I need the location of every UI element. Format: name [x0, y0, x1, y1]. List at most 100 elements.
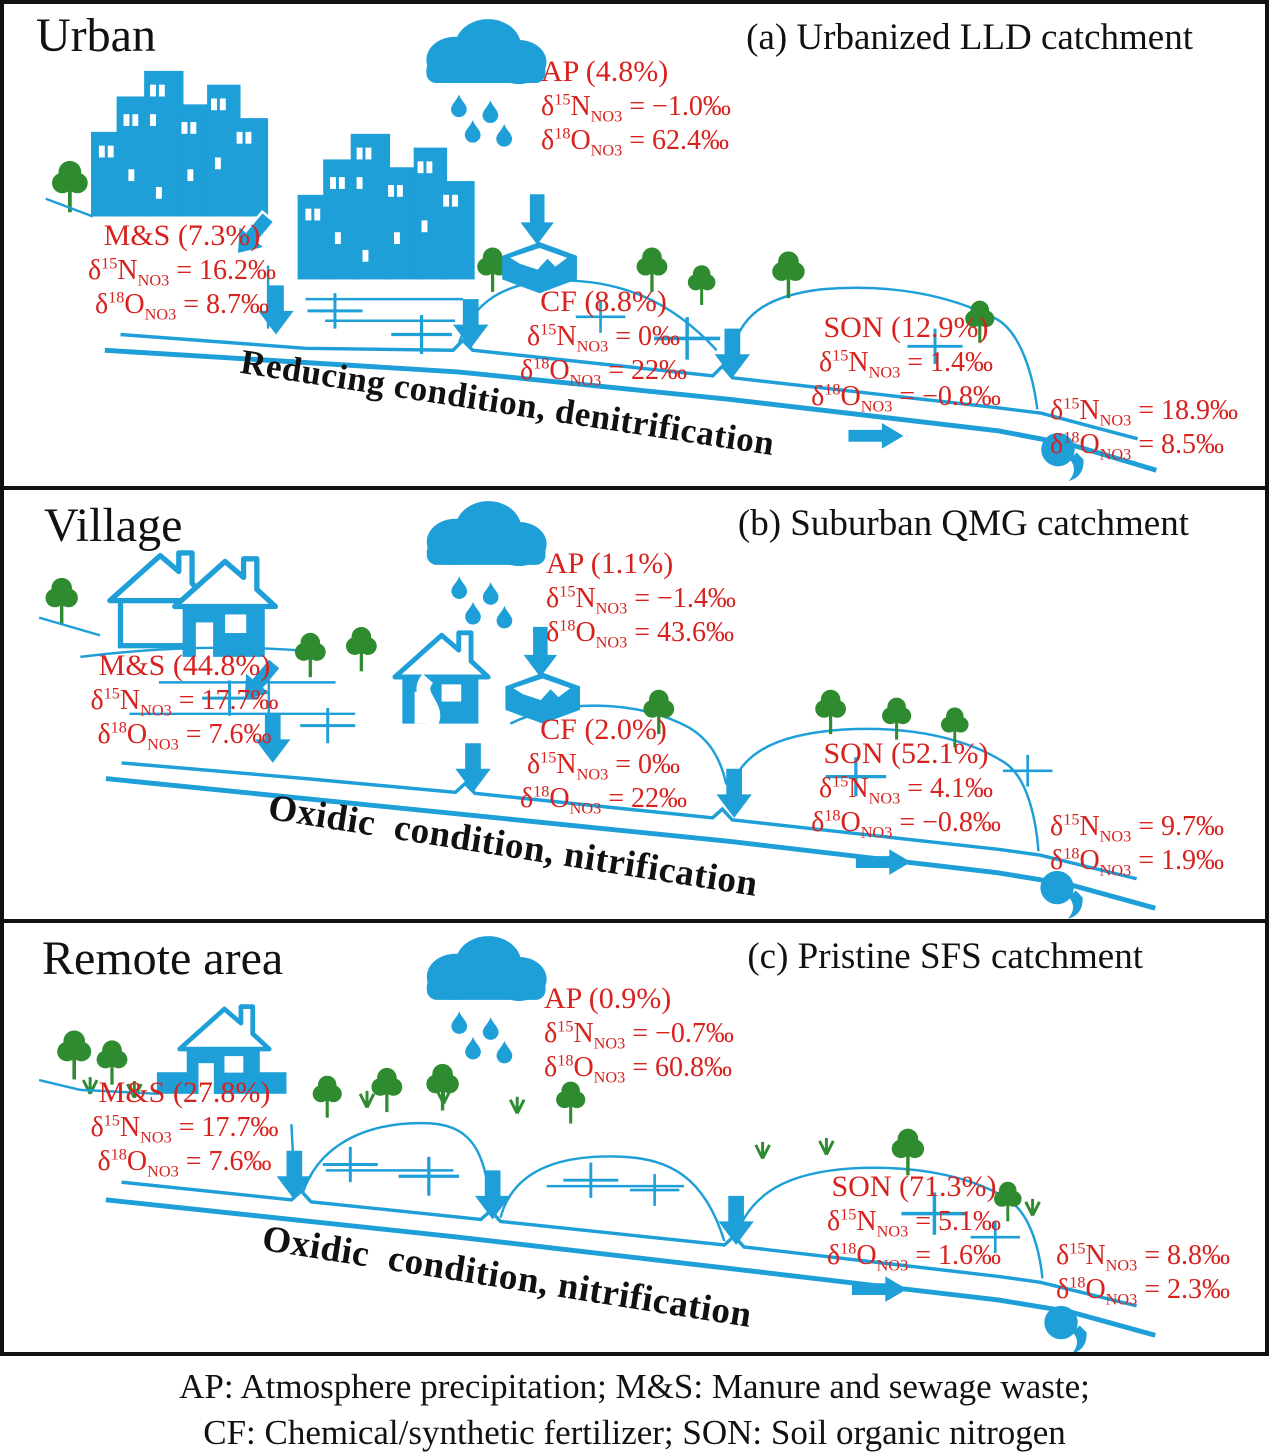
- isotope-value: = −0.8‰: [899, 380, 1001, 412]
- scene-a: [45, 19, 1158, 482]
- isotope-value: = 7.6‰: [185, 718, 272, 750]
- hill-outline: [509, 704, 728, 785]
- no3-subscript: NO3: [868, 363, 901, 382]
- mass-number: 15: [554, 90, 571, 109]
- isotope-value: = 8.7‰: [183, 288, 270, 320]
- d18o-line: δ18ONO3 = 43.6‰: [546, 616, 736, 652]
- outlet-block: δ15NNO3 = 18.9‰ δ18ONO3 = 8.5‰: [1050, 394, 1238, 462]
- element: O: [573, 1051, 594, 1083]
- ms-source-block: M&S (27.8%) δ15NNO3 = 17.7‰ δ18ONO3 = 7.6‰: [32, 1075, 337, 1179]
- mass-number: 15: [1063, 810, 1080, 829]
- terrain-line: [38, 1078, 159, 1096]
- no3-subscript: NO3: [595, 599, 628, 618]
- mass-number: 18: [824, 380, 841, 399]
- element: O: [126, 718, 148, 750]
- element: N: [573, 1018, 594, 1049]
- element: N: [119, 1112, 141, 1143]
- delta-symbol: δ: [818, 347, 833, 378]
- isotope-value: = 1.6‰: [915, 1239, 1002, 1271]
- delta-symbol: δ: [826, 1239, 841, 1271]
- field-cross-icon: [561, 1161, 620, 1200]
- no3-subscript: NO3: [876, 1256, 909, 1275]
- raindrop-icon: [482, 1017, 499, 1040]
- element: O: [1079, 844, 1100, 876]
- isotope-value: = 7.6‰: [185, 1145, 272, 1177]
- mass-number: 18: [1063, 844, 1080, 863]
- element: O: [1085, 1273, 1106, 1305]
- element: N: [117, 255, 138, 286]
- river-bottom-bank: [104, 347, 1158, 473]
- tree-icon: [813, 688, 848, 736]
- isotope-value: = 43.6‰: [634, 616, 735, 648]
- element: N: [556, 321, 577, 352]
- element: N: [1079, 395, 1100, 426]
- no3-subscript: NO3: [860, 397, 893, 416]
- mass-number: 15: [1069, 1239, 1086, 1258]
- delta-symbol: δ: [541, 124, 555, 156]
- delta-symbol: δ: [544, 1051, 558, 1083]
- raindrop-icon: [451, 1011, 468, 1034]
- isotope-value: = 0‰: [615, 321, 681, 352]
- isotope-value: = 4.1‰: [907, 773, 994, 804]
- d18o-line: δ18ONO3 = −0.8‰: [756, 380, 1056, 416]
- hill-outline: [731, 286, 1039, 410]
- son-source-block: SON (71.3%) δ15NNO3 = 5.1‰ δ18ONO3 = 1.6‰: [769, 1169, 1059, 1275]
- tree-icon: [369, 1066, 404, 1114]
- isotope-value: = 22‰: [608, 782, 688, 814]
- mass-number: 15: [103, 684, 120, 703]
- isotope-value: = 17.7‰: [178, 685, 279, 716]
- mass-number: 18: [559, 616, 576, 635]
- no3-subscript: NO3: [576, 765, 609, 784]
- mass-number: 15: [1063, 394, 1080, 413]
- legend-line-1: AP: Atmosphere precipitation; M&S: Manur…: [179, 1367, 1090, 1406]
- ap-label: AP (0.9%): [544, 982, 672, 1015]
- path-to-house: [416, 673, 441, 730]
- raindrop-icon: [496, 1040, 513, 1064]
- d15n-line: δ15NNO3 = 0‰: [496, 320, 711, 355]
- mass-number: 15: [832, 772, 849, 791]
- no3-subscript: NO3: [144, 305, 177, 324]
- raindrop-icon: [464, 120, 481, 143]
- no3-subscript: NO3: [1099, 861, 1132, 880]
- tree-icon: [43, 576, 80, 627]
- cf-source-block: CF (8.8%) δ15NNO3 = 0‰ δ18ONO3 = 22‰: [496, 284, 711, 388]
- ap-source-block: AP (1.1%) δ15NNO3 = −1.4‰ δ18ONO3 = 43.6‰: [546, 546, 736, 652]
- ap-source-block: AP (0.9%) δ15NNO3 = −0.7‰ δ18ONO3 = 60.8‰: [544, 981, 734, 1085]
- mass-number: 15: [840, 1205, 857, 1224]
- raindrop-icon: [451, 576, 468, 599]
- scene-b: [38, 501, 1156, 919]
- rain-cloud-icon: [426, 19, 547, 85]
- no3-subscript: NO3: [1099, 827, 1132, 846]
- tree-icon: [770, 249, 807, 300]
- mass-number: 15: [101, 254, 118, 273]
- no3-subscript: NO3: [595, 633, 628, 652]
- panel-title: (c) Pristine SFS catchment: [747, 936, 1143, 977]
- raindrop-icon: [496, 124, 513, 147]
- delta-symbol: δ: [541, 91, 555, 122]
- legend: AP: Atmosphere precipitation; M&S: Manur…: [0, 1356, 1269, 1452]
- area-label: Urban: [36, 9, 156, 62]
- delta-symbol: δ: [1056, 1273, 1070, 1305]
- mass-number: 18: [824, 806, 841, 825]
- raindrop-icon: [496, 605, 513, 629]
- no3-subscript: NO3: [868, 789, 901, 808]
- element: O: [570, 124, 591, 156]
- son-label: SON (52.1%): [823, 737, 989, 770]
- mass-number: 15: [540, 748, 557, 767]
- down-arrow-icon: [455, 743, 491, 793]
- ap-label: AP (1.1%): [546, 547, 674, 580]
- no3-subscript: NO3: [860, 823, 893, 842]
- element: O: [126, 1145, 148, 1177]
- city-icon: [91, 70, 269, 217]
- delta-symbol: δ: [826, 1206, 841, 1237]
- ap-source-block: AP (4.8%) δ15NNO3 = −1.0‰ δ18ONO3 = 62.4‰: [541, 54, 731, 158]
- no3-subscript: NO3: [147, 735, 179, 754]
- terrain-line: [80, 646, 307, 659]
- isotope-value: = 22‰: [608, 354, 688, 386]
- raindrop-icon: [482, 100, 499, 124]
- rain-cloud-icon: [426, 936, 547, 1001]
- fertilizer-arrow-icon: [516, 191, 559, 249]
- element: O: [1079, 428, 1100, 460]
- mass-number: 18: [110, 1145, 127, 1164]
